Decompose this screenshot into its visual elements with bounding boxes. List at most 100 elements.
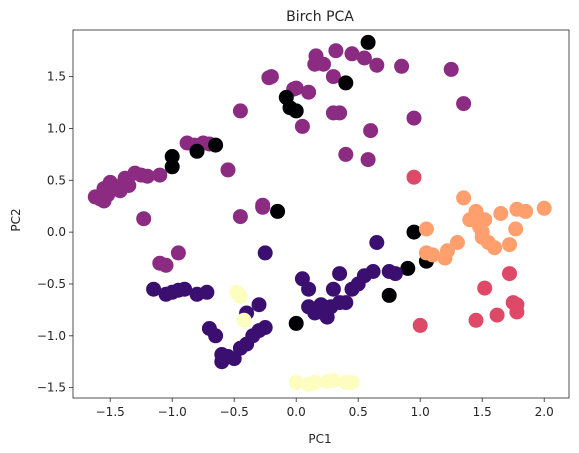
scatter-point xyxy=(208,328,224,344)
scatter-point xyxy=(493,206,509,221)
x-tick-label: −1.5 xyxy=(96,405,125,419)
y-tick-label: −1.5 xyxy=(37,381,66,395)
scatter-point xyxy=(257,320,273,335)
scatter-point xyxy=(369,57,385,73)
scatter-point xyxy=(121,178,137,193)
scatter-point xyxy=(502,237,517,253)
scatter-point xyxy=(502,266,517,282)
scatter-point xyxy=(449,235,465,250)
x-tick-label: 0.5 xyxy=(349,405,368,419)
scatter-point xyxy=(406,224,422,240)
scatter-point xyxy=(425,247,441,263)
x-tick-label: 0.0 xyxy=(287,405,306,419)
scatter-point xyxy=(456,96,472,112)
scatter-point xyxy=(257,245,273,261)
scatter-point xyxy=(208,137,224,153)
x-tick-label: −1.0 xyxy=(158,405,187,419)
x-tick-label: 1.5 xyxy=(473,405,492,419)
y-tick-label: 0.5 xyxy=(47,173,66,187)
scatter-point xyxy=(440,243,455,259)
scatter-point xyxy=(325,69,341,85)
scatter-point xyxy=(301,281,317,297)
chart-title: Birch PCA xyxy=(286,9,354,25)
scatter-point xyxy=(365,264,381,279)
scatter-point xyxy=(152,167,168,183)
y-tick-label: 1.0 xyxy=(47,121,66,135)
scatter-point xyxy=(477,212,493,228)
scatter-point xyxy=(400,260,416,276)
scatter-point xyxy=(412,317,428,333)
scatter-point xyxy=(363,123,379,139)
scatter-point xyxy=(164,159,180,175)
scatter-point xyxy=(356,50,372,66)
scatter-point xyxy=(177,281,193,297)
y-tick-label: −0.5 xyxy=(37,277,66,291)
scatter-point xyxy=(338,75,354,91)
scatter-point xyxy=(301,84,317,100)
scatter-point xyxy=(328,43,344,59)
scatter-point xyxy=(232,288,248,304)
x-axis-label: PC1 xyxy=(308,432,331,446)
scatter-point xyxy=(360,152,376,168)
scatter-point xyxy=(158,257,174,273)
scatter-point xyxy=(288,375,304,390)
scatter-point xyxy=(325,372,341,388)
points-layer xyxy=(87,34,552,392)
scatter-point xyxy=(288,80,304,96)
scatter-point xyxy=(307,375,323,390)
x-tick-label: −0.5 xyxy=(220,405,249,419)
scatter-point xyxy=(170,245,186,261)
scatter-point xyxy=(477,280,493,296)
scatter-point xyxy=(294,118,310,134)
scatter-point xyxy=(261,70,277,86)
scatter-point xyxy=(232,103,248,119)
scatter-point xyxy=(146,281,162,297)
scatter-point xyxy=(220,162,236,178)
scatter-point xyxy=(468,312,484,328)
scatter-point xyxy=(164,149,180,164)
scatter-point xyxy=(316,56,331,72)
scatter-point xyxy=(456,190,472,206)
scatter-point xyxy=(139,168,155,184)
scatter-point xyxy=(344,46,360,62)
scatter-point xyxy=(189,143,205,159)
scatter-point xyxy=(536,200,552,216)
scatter-point xyxy=(255,197,271,213)
scatter-point xyxy=(418,221,434,237)
scatter-point xyxy=(489,307,505,323)
scatter-point xyxy=(232,209,248,225)
y-axis-ticks: −1.5 −1.0 −0.5 0.0 0.5 1.0 1.5 xyxy=(37,70,73,395)
scatter-point xyxy=(360,34,376,50)
scatter-point xyxy=(406,169,422,185)
scatter-point xyxy=(387,266,403,282)
scatter-point xyxy=(251,297,267,313)
scatter-point xyxy=(332,105,348,121)
scatter-point xyxy=(338,295,354,311)
scatter-point xyxy=(487,240,503,256)
x-tick-label: 2.0 xyxy=(535,405,554,419)
scatter-point xyxy=(381,287,397,303)
scatter-point xyxy=(509,304,525,320)
x-tick-label: 1.0 xyxy=(411,405,430,419)
scatter-point xyxy=(406,110,422,126)
scatter-point xyxy=(508,221,524,237)
scatter-point xyxy=(518,203,534,219)
scatter-point xyxy=(136,211,152,227)
scatter-point xyxy=(270,203,286,219)
y-axis-label: PC2 xyxy=(9,208,23,231)
y-tick-label: 1.5 xyxy=(47,70,66,84)
scatter-point xyxy=(332,266,348,282)
scatter-point xyxy=(236,312,252,328)
scatter-point xyxy=(288,103,304,119)
plot-frame xyxy=(72,29,570,399)
x-axis-ticks: −1.5 −1.0 −0.5 0.0 0.5 1.0 1.5 2.0 xyxy=(96,398,554,419)
scatter-point xyxy=(369,235,385,250)
scatter-point xyxy=(288,315,304,331)
scatter-point xyxy=(394,58,410,74)
scatter-point xyxy=(344,375,360,390)
scatter-point xyxy=(338,146,354,162)
scatter-point xyxy=(199,284,215,300)
y-tick-label: 0.0 xyxy=(47,225,66,239)
y-tick-label: −1.0 xyxy=(37,329,66,343)
